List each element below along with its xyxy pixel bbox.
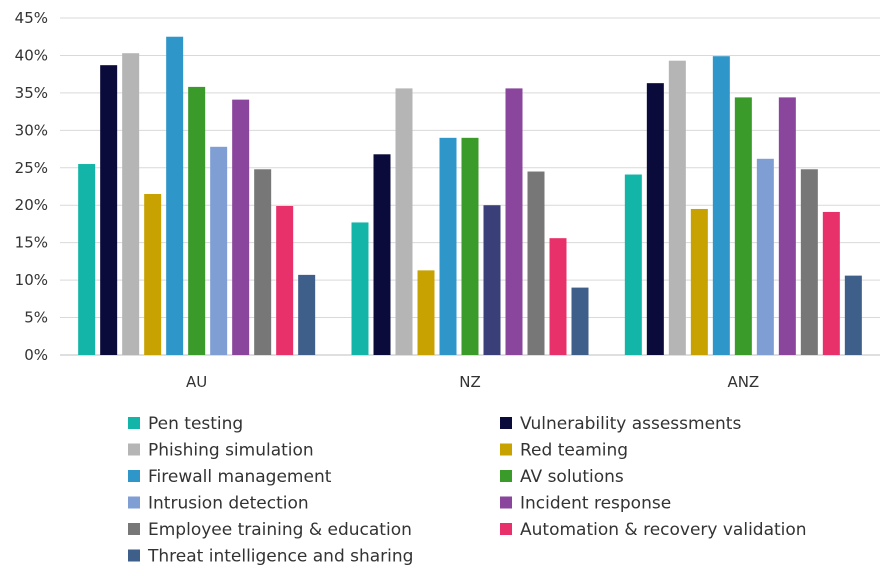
legend: Pen testing Vulnerability assessments Phis… bbox=[128, 414, 807, 567]
bar bbox=[298, 274, 316, 355]
bar bbox=[351, 222, 369, 355]
x-tick-label: NZ bbox=[459, 373, 481, 391]
y-tick-label: 0% bbox=[24, 346, 48, 364]
bar bbox=[439, 137, 457, 355]
x-tick-label: AU bbox=[186, 373, 207, 391]
bar bbox=[461, 137, 479, 355]
legend-label: Threat intelligence and sharing bbox=[147, 547, 413, 567]
bar bbox=[844, 275, 862, 355]
bar bbox=[646, 83, 664, 356]
bar bbox=[822, 211, 840, 355]
x-tick-label: ANZ bbox=[727, 373, 759, 391]
bar bbox=[527, 171, 545, 355]
y-tick-label: 15% bbox=[15, 234, 48, 252]
bar bbox=[254, 169, 272, 355]
legend-label: Pen testing bbox=[148, 414, 243, 434]
bar bbox=[690, 208, 708, 355]
y-tick-label: 40% bbox=[15, 46, 48, 64]
legend-swatch bbox=[500, 443, 512, 456]
legend-swatch bbox=[128, 549, 140, 562]
bar bbox=[232, 99, 250, 355]
legend-swatch bbox=[128, 496, 140, 509]
legend-label: Automation & recovery validation bbox=[520, 520, 807, 540]
bar bbox=[276, 205, 294, 355]
bar bbox=[756, 158, 774, 355]
legend-label: Intrusion detection bbox=[148, 494, 309, 514]
bar bbox=[166, 36, 184, 355]
bar bbox=[505, 88, 523, 355]
legend-label: Employee training & education bbox=[148, 520, 412, 540]
bar bbox=[571, 287, 589, 355]
bar bbox=[549, 238, 567, 355]
y-tick-label: 30% bbox=[15, 121, 48, 139]
bar bbox=[122, 53, 140, 355]
bar bbox=[800, 169, 818, 355]
legend-swatch bbox=[128, 417, 140, 429]
bar bbox=[712, 56, 730, 356]
legend-label: Phishing simulation bbox=[148, 441, 314, 461]
bar bbox=[188, 86, 206, 356]
legend-label: Vulnerability assessments bbox=[520, 414, 741, 434]
bar bbox=[624, 174, 642, 355]
bar bbox=[778, 97, 796, 355]
bar bbox=[100, 65, 118, 356]
legend-label: Incident response bbox=[520, 494, 671, 514]
bar bbox=[668, 60, 686, 355]
legend-swatch bbox=[500, 470, 512, 482]
legend-label: Red teaming bbox=[520, 441, 628, 461]
legend-swatch bbox=[500, 417, 512, 429]
x-axis: AU NZ ANZ bbox=[186, 373, 759, 391]
y-tick-label: 45% bbox=[15, 9, 48, 27]
bar bbox=[483, 205, 501, 355]
legend-swatch bbox=[500, 523, 512, 535]
bar bbox=[373, 154, 391, 355]
y-tick-label: 5% bbox=[24, 309, 48, 327]
bar bbox=[210, 146, 228, 355]
y-axis: 0% 5% 10% 15% 20% 25% 30% 35% 40% 45% bbox=[15, 9, 48, 364]
bar bbox=[417, 270, 435, 355]
y-tick-label: 10% bbox=[15, 271, 48, 289]
legend-label: Firewall management bbox=[148, 467, 332, 487]
y-tick-label: 35% bbox=[15, 84, 48, 102]
y-tick-label: 20% bbox=[15, 196, 48, 214]
bar bbox=[734, 97, 752, 355]
bar bbox=[395, 88, 413, 355]
legend-swatch bbox=[128, 443, 140, 456]
legend-swatch bbox=[128, 470, 140, 482]
legend-swatch bbox=[128, 523, 140, 535]
bars bbox=[78, 36, 862, 356]
bar bbox=[78, 164, 96, 355]
bar bbox=[144, 193, 162, 355]
y-tick-label: 25% bbox=[15, 159, 48, 177]
legend-label: AV solutions bbox=[520, 467, 624, 487]
legend-swatch bbox=[500, 496, 512, 509]
